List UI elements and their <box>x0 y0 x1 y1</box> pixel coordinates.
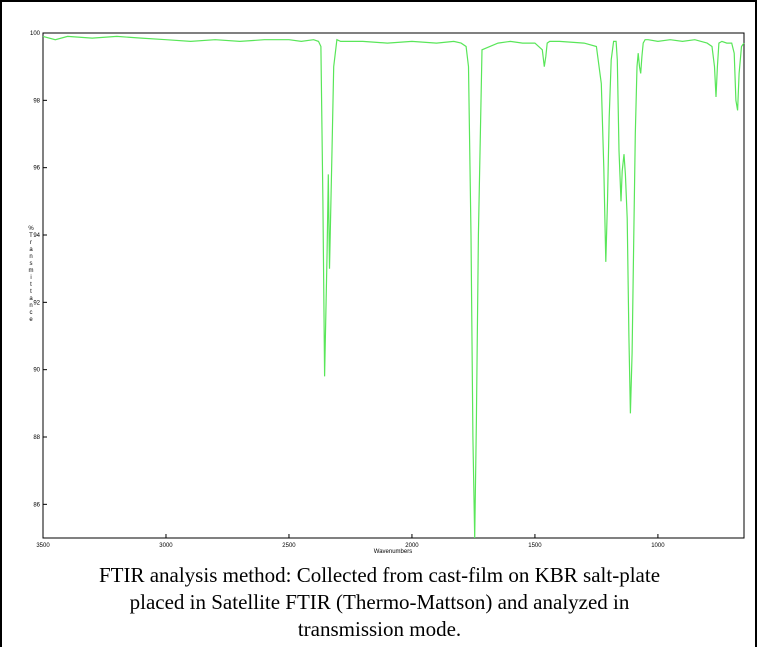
spectrum-line <box>42 35 745 539</box>
y-tick-label: 92 <box>33 300 40 306</box>
y-tick-label: 96 <box>33 166 40 172</box>
plot-area <box>42 32 745 539</box>
y-tick-label: 90 <box>33 368 40 374</box>
x-axis-label: Wavenumbers <box>374 549 412 555</box>
ftir-spectrum-chart: 100 98 96 94 92 90 88 86 3500 3000 2500 2000 1500 10… <box>28 31 745 555</box>
x-tick-label: 2000 <box>405 543 419 549</box>
y-axis-ticks: 100 98 96 94 92 90 88 86 <box>30 31 47 508</box>
x-axis-ticks: 3500 3000 2500 2000 1500 1000 <box>36 534 665 549</box>
y-tick-label: 88 <box>33 435 40 441</box>
figure-caption: FTIR analysis method: Collected from cas… <box>12 562 747 643</box>
y-tick-label: 94 <box>33 233 40 239</box>
y-tick-label: 98 <box>33 98 40 104</box>
y-tick-label: 86 <box>33 502 40 508</box>
x-tick-label: 1000 <box>651 543 665 549</box>
x-tick-label: 3500 <box>36 543 50 549</box>
x-tick-label: 3000 <box>159 543 173 549</box>
y-tick-label: 100 <box>30 31 41 37</box>
caption-line-2: placed in Satellite FTIR (Thermo-Mattson… <box>129 590 630 614</box>
caption-line-1: FTIR analysis method: Collected from cas… <box>98 563 661 587</box>
x-tick-label: 1500 <box>528 543 542 549</box>
frame-border-right <box>755 0 757 647</box>
frame-border-left <box>0 0 2 647</box>
frame-border-top <box>0 0 757 2</box>
caption-line-3: transmission mode. <box>297 617 462 641</box>
x-tick-label: 2500 <box>282 543 296 549</box>
